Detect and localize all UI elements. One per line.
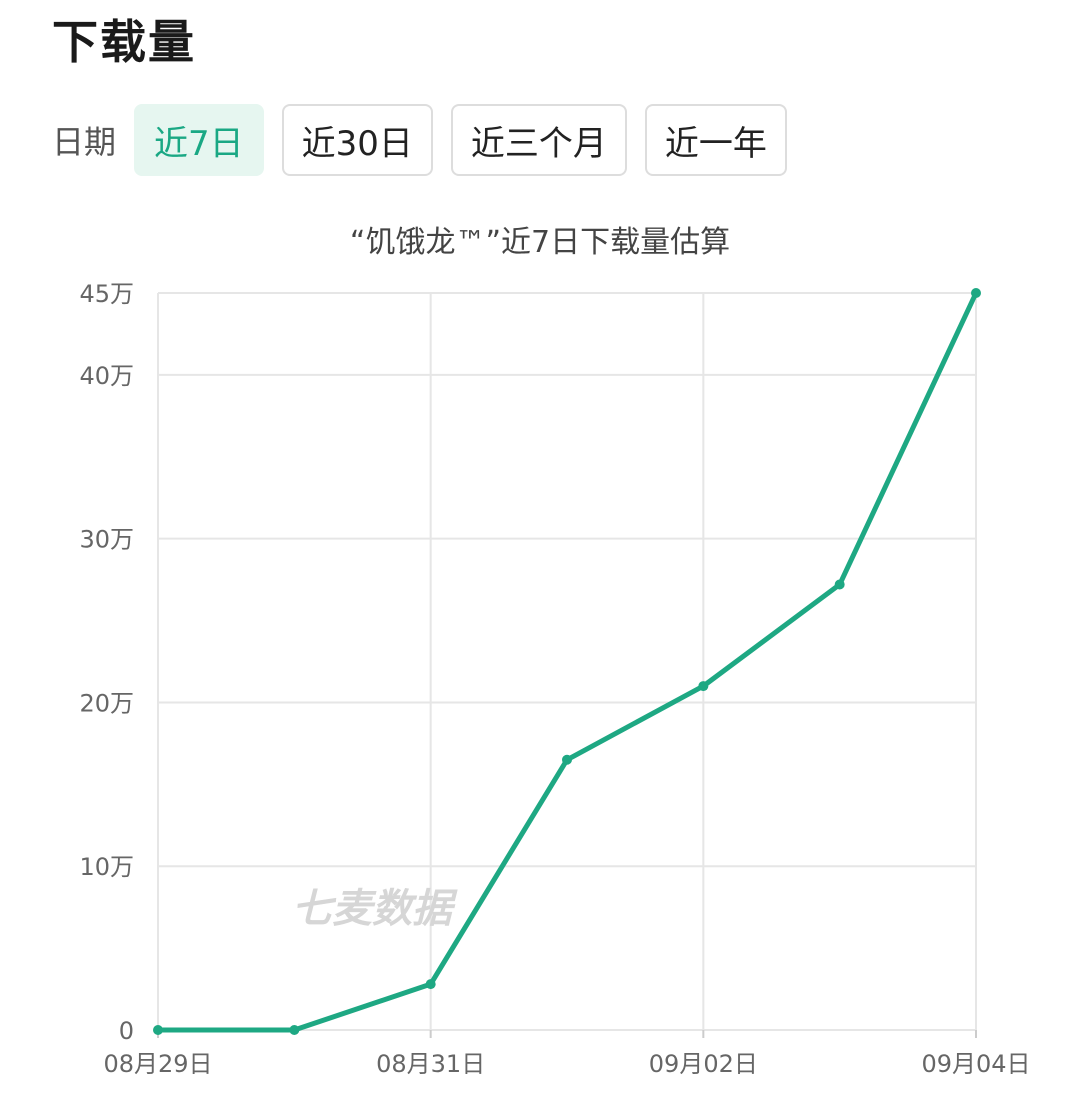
y-tick-label: 0 (119, 1017, 134, 1045)
date-filter-label: 日期 (52, 123, 117, 161)
download-chart: “饥饿龙™”近7日下载量估算 0 10万 20万 30万 40万 45万 08月29日 08月… (0, 200, 1080, 1093)
chart-axes: 0 10万 20万 30万 40万 45万 08月29日 08月31日 09月02日 09月04日 (79, 280, 1030, 1078)
x-tick-label: 09月02日 (649, 1050, 758, 1078)
y-tick-label: 40万 (79, 362, 134, 390)
range-7-days-button[interactable]: 近7日 (134, 104, 264, 176)
y-tick-label: 20万 (79, 689, 134, 717)
chart-grid (157, 292, 977, 1031)
x-tick-label: 09月04日 (921, 1050, 1030, 1078)
data-point[interactable] (289, 1025, 300, 1035)
data-point[interactable] (698, 681, 709, 692)
series-line (155, 290, 979, 1033)
data-point[interactable] (834, 579, 845, 590)
y-tick-label: 45万 (79, 280, 134, 308)
y-tick-label: 10万 (79, 853, 134, 881)
range-30-days-button[interactable]: 近30日 (281, 104, 433, 176)
data-point[interactable] (971, 288, 981, 298)
watermark-logo: 七麦数据 (292, 886, 458, 932)
data-point[interactable] (153, 1025, 163, 1035)
range-1-year-button[interactable]: 近一年 (644, 104, 787, 176)
page-title: 下载量 (52, 15, 196, 69)
chart-title: “饥饿龙™”近7日下载量估算 (350, 225, 730, 260)
data-point[interactable] (425, 979, 436, 990)
range-3-months-button[interactable]: 近三个月 (450, 104, 627, 176)
date-filter-bar: 日期 近7日 近30日 近三个月 近一年 (52, 104, 805, 176)
x-tick-label: 08月31日 (376, 1050, 485, 1078)
data-point[interactable] (562, 754, 572, 765)
y-tick-label: 30万 (79, 526, 134, 554)
chart-series (153, 288, 981, 1035)
x-tick-label: 08月29日 (103, 1050, 212, 1078)
line-chart-svg: “饥饿龙™”近7日下载量估算 0 10万 20万 30万 40万 45万 08月29日 08月… (79, 225, 1030, 1078)
